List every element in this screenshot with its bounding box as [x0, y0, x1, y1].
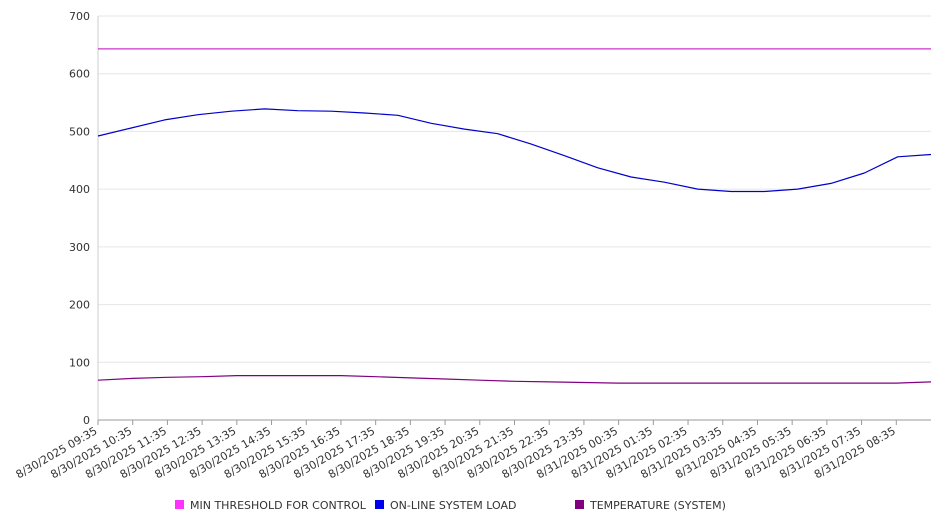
- series-line-2: [97, 375, 932, 384]
- series: [97, 48, 932, 384]
- y-tick-label: 400: [69, 183, 90, 196]
- legend-swatch: [575, 500, 584, 509]
- y-tick-label: 300: [69, 241, 90, 254]
- y-tick-label: 600: [69, 68, 90, 81]
- legend-label: ON-LINE SYSTEM LOAD: [390, 499, 516, 512]
- legend: MIN THRESHOLD FOR CONTROL ON-LINE SYSTEM …: [175, 499, 726, 512]
- legend-label: TEMPERATURE (SYSTEM): [589, 499, 726, 512]
- legend-label: MIN THRESHOLD FOR CONTROL: [190, 499, 367, 512]
- legend-swatch: [175, 500, 184, 509]
- series-line-1: [97, 108, 932, 193]
- legend-swatch: [375, 500, 384, 509]
- y-tick-label: 700: [69, 10, 90, 23]
- y-tick-label: 100: [69, 356, 90, 369]
- y-tick-label: 0: [83, 414, 90, 427]
- y-tick-label: 500: [69, 125, 90, 138]
- grid: [98, 15, 931, 363]
- y-tick-label: 200: [69, 299, 90, 312]
